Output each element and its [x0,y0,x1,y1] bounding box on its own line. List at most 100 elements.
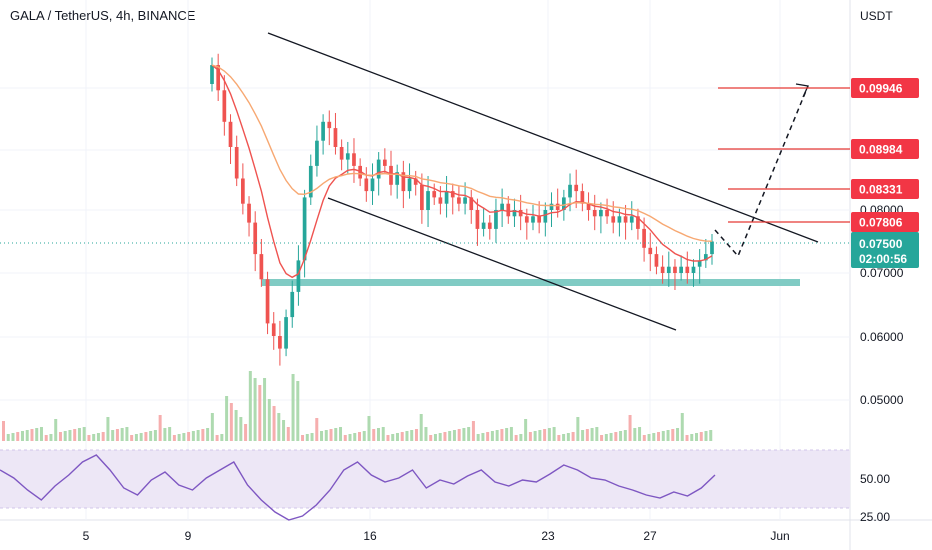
volume-bar [125,427,129,441]
price-unit-label: USDT [860,9,893,23]
volume-bar [30,429,34,441]
volume-bar [585,429,589,441]
candle-body [703,254,708,261]
candle-body [315,140,319,166]
volume-bar [547,428,551,441]
candle-body [660,266,665,273]
volume-bar [301,435,305,441]
volume-bar [642,435,646,441]
volume-bar [604,434,608,441]
target-level-tag [851,179,919,199]
volume-bar [443,432,447,441]
volume-bar [519,434,523,441]
candle-body [629,216,634,223]
volume-bar [495,430,499,441]
volume-bar [73,429,77,441]
candle-body [531,216,535,223]
volume-bar [405,431,409,441]
volume-bar [58,432,62,441]
volume-bar [410,430,414,441]
volume-bar [248,371,252,441]
volume-bar [163,428,167,441]
volume-bar [225,396,229,441]
candle-body [710,241,714,255]
volume-bar [35,428,39,441]
candle-body [685,266,690,273]
volume-bar [695,433,699,441]
volume-bar [509,427,513,441]
candle-body [444,191,449,204]
volume-bar [638,427,642,441]
candle-body [290,291,295,318]
candle-body [420,184,424,210]
candle-body [617,216,622,223]
candle-body [321,121,325,141]
volume-bar [82,427,86,441]
candle-body [574,184,579,192]
current-price-value: 0.07500 [859,237,903,251]
volume-bar [671,429,675,441]
candle-body [389,165,393,185]
volume-bar [685,435,689,441]
volume-bar [54,419,58,441]
volume-bar [92,434,96,441]
ema-fast-line [211,64,713,279]
volume-bar [253,378,257,441]
candle-body [413,178,418,185]
candle-body [265,279,270,324]
volume-bar [106,417,110,441]
candle-body [592,210,597,217]
candle-body [611,216,616,223]
candle-body [537,216,542,223]
volume-bar [182,433,186,441]
volume-bar [647,434,651,441]
candle-body [259,254,264,280]
volume-bar [680,413,684,441]
candle-body [562,197,566,210]
candle-body [654,254,659,267]
volume-bar [557,435,561,441]
volume-bar [571,432,575,441]
candle-body [642,228,646,248]
volume-bar [315,418,319,441]
volume-bar [16,432,20,441]
volume-bar [158,415,162,441]
volume-bar [220,434,224,441]
volume-bar [258,385,262,441]
volume-bar [424,427,428,441]
volume-bar [139,433,143,441]
volume-bar [661,431,665,441]
candle-body [271,323,276,336]
volume-bar [239,417,243,441]
rsi-line [0,454,716,521]
volume-bar [400,432,404,441]
channel-upper-line [267,32,819,243]
volume-bar [619,431,623,441]
volume-bar [386,435,390,441]
candle-body [494,210,498,229]
volume-bar [381,427,385,441]
candle-body [278,336,282,349]
volume-bar [305,434,309,441]
candle-body [475,210,480,229]
candle-body [623,216,628,223]
projection-arrowhead [795,83,809,98]
target-level-tag [851,212,919,232]
volume-bar [448,431,452,441]
candle-body [438,197,443,204]
volume-bar [6,434,10,441]
volume-bar [633,428,637,441]
volume-bar [623,430,627,441]
volume-bar [334,428,338,441]
volume-bar [144,432,148,441]
volume-bar [44,435,48,441]
candle-body [697,260,702,267]
support-zone [262,279,800,286]
candle-body [568,184,572,198]
candle-body [296,260,301,292]
volume-bar [709,430,713,441]
candle-body [364,178,369,192]
volume-bar [210,413,214,441]
volume-bar [187,432,191,441]
